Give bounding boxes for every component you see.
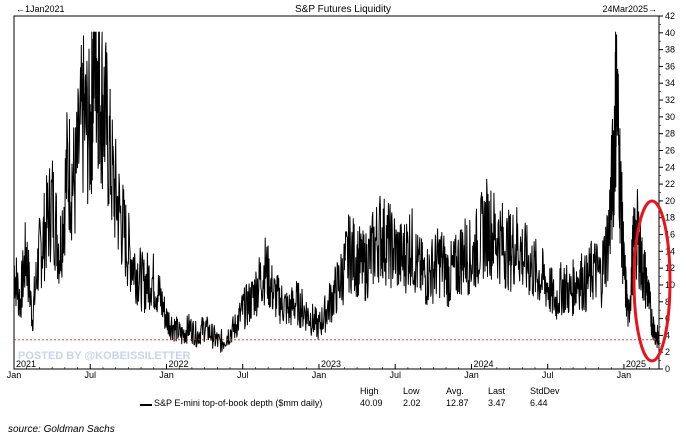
y-tick-label: 28 [665,129,675,139]
y-tick-label: 26 [665,145,675,155]
x-tick-label: Jul [542,370,554,380]
x-tick-label: Jan [7,370,22,380]
y-tick-label: 34 [665,78,675,88]
x-tick-label: Jan [312,370,327,380]
y-tick-label: 4 [665,330,670,340]
y-tick-label: 30 [665,112,675,122]
x-tick-label: Jan [617,370,632,380]
x-year-label: 2025 [626,359,646,369]
y-tick-label: 38 [665,45,675,55]
chart-title: S&P Futures Liquidity [295,4,391,15]
y-tick-label: 22 [665,179,675,189]
range-end-label: 24Mar2025→ [602,4,657,14]
y-tick-label: 20 [665,196,675,206]
highlight-circle [632,199,672,363]
y-tick-label: 18 [665,213,675,223]
x-year-label: 2023 [321,359,341,369]
x-tick-label: Jul [84,370,96,380]
x-tick-label: Jan [464,370,479,380]
y-tick-label: 36 [665,61,675,71]
y-tick-label: 8 [665,297,670,307]
y-tick-label: 42 [665,11,675,21]
y-tick-label: 32 [665,95,675,105]
x-year-label: 2021 [16,359,36,369]
watermark: POSTED BY @KOBEISSILETTER [18,350,191,362]
y-tick-label: 24 [665,162,675,172]
x-tick-label: Jul [389,370,401,380]
x-tick-label: Jul [237,370,249,380]
y-tick-label: 16 [665,230,675,240]
series-line [13,31,660,353]
x-year-label: 2022 [168,359,188,369]
range-start-label: ←1Jan2021 [16,4,65,14]
y-tick-label: 40 [665,28,675,38]
x-year-label: 2024 [473,359,493,369]
series-layer [13,31,660,353]
y-tick-label: 0 [665,364,670,374]
y-tick-label: 2 [665,347,670,357]
x-tick-label: Jan [159,370,174,380]
